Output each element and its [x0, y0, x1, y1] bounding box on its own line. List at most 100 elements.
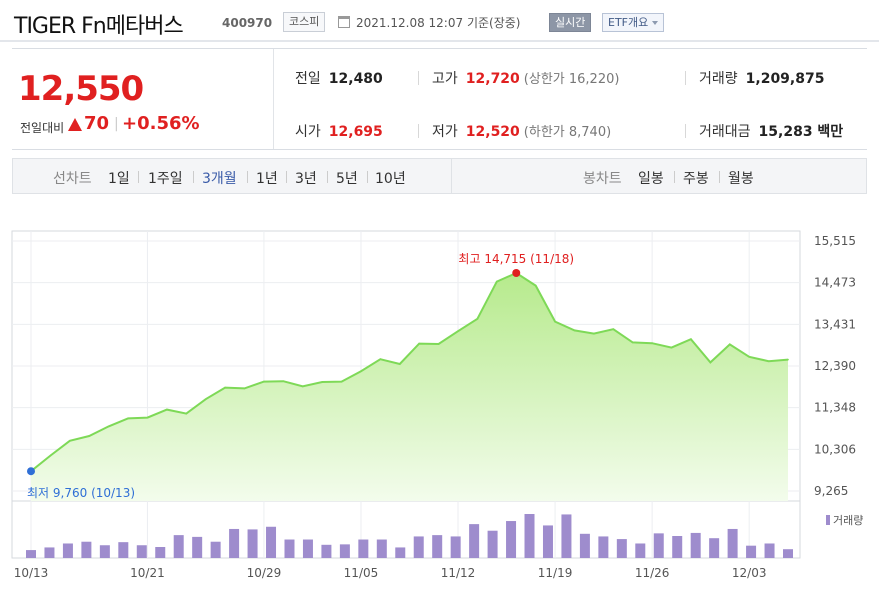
- divider: [418, 124, 419, 138]
- volume-bar: [321, 544, 332, 558]
- price-point: [728, 343, 731, 346]
- date-text: 2021.12.08 12:07: [356, 16, 464, 30]
- volume-bar: [173, 535, 184, 558]
- candle-daily[interactable]: 일봉: [638, 171, 664, 187]
- quote-datetime: 2021.12.08 12:07 기준(장중): [356, 14, 520, 31]
- prev-close-label: 전일: [295, 71, 321, 87]
- price-point: [651, 342, 653, 344]
- volume-bar: [616, 539, 627, 558]
- volume-bar: [210, 541, 221, 558]
- volume-bar: [339, 544, 350, 558]
- etf-overview-label: ETF개요: [608, 16, 649, 29]
- volume-bar: [395, 547, 406, 558]
- divider: [674, 171, 675, 183]
- volume-bar: [192, 536, 203, 558]
- y-tick-label: 9,265: [814, 484, 848, 498]
- price-point: [787, 358, 789, 361]
- volume-bar: [136, 545, 147, 558]
- period-1y[interactable]: 1년: [256, 171, 278, 187]
- price-point: [593, 332, 595, 335]
- open-value: 12,695: [328, 124, 383, 140]
- volume-bar: [81, 541, 92, 558]
- price-point: [457, 330, 459, 332]
- divider: [685, 71, 686, 85]
- price-point: [263, 380, 265, 383]
- volume-bar: [247, 529, 258, 558]
- candle-monthly[interactable]: 월봉: [728, 171, 754, 187]
- volume-bar: [99, 545, 110, 558]
- volume-bar: [358, 539, 369, 558]
- price-point: [612, 328, 615, 330]
- volume-bar: [44, 547, 55, 558]
- price-chart: 15,515 14,473 13,431 12,390 11,348 10,306 9,26…: [11, 230, 863, 580]
- divider: |: [114, 116, 119, 132]
- low-value: 12,520: [465, 124, 520, 140]
- x-tick-label: 11/12: [441, 566, 476, 580]
- x-tick-label: 12/03: [732, 566, 767, 580]
- period-10y[interactable]: 10년: [375, 171, 406, 187]
- change-percent: +0.56%: [122, 113, 200, 134]
- min-annotation: 최저 9,760 (10/13): [27, 486, 135, 500]
- calendar-icon: [338, 16, 350, 28]
- volume-label: 거래량: [699, 71, 738, 87]
- price-point: [340, 380, 343, 383]
- market-badge: 코스피: [283, 12, 326, 32]
- open-label: 시가: [295, 124, 321, 140]
- realtime-button[interactable]: 실시간: [549, 13, 592, 32]
- low-stat: 저가 12,520 (하한가 8,740): [432, 121, 611, 141]
- y-tick-label: 12,390: [814, 359, 856, 373]
- price-point: [709, 361, 712, 364]
- volume-bar: [376, 539, 387, 558]
- candle-weekly[interactable]: 주봉: [683, 171, 709, 187]
- basis-text: 기준(장중): [466, 16, 521, 30]
- price-point: [398, 363, 401, 365]
- volume-bar: [690, 532, 701, 558]
- lower-limit: (하한가 8,740): [523, 125, 612, 140]
- etf-overview-dropdown[interactable]: ETF개요: [602, 13, 665, 32]
- price-point: [166, 408, 168, 411]
- divider: [138, 171, 139, 183]
- volume-bar: [432, 535, 443, 558]
- y-tick-label: 11,348: [814, 401, 856, 415]
- price-point: [360, 370, 362, 372]
- period-3m[interactable]: 3개월: [202, 171, 237, 187]
- y-tick-label: 15,515: [814, 234, 856, 248]
- price-point: [573, 329, 576, 332]
- price-point: [670, 346, 673, 349]
- x-tick-label: 11/05: [344, 566, 379, 580]
- price-point: [224, 386, 226, 389]
- price-point: [418, 342, 421, 345]
- price-line: [30, 271, 789, 472]
- price-point: [185, 412, 188, 415]
- period-1w[interactable]: 1주일: [148, 171, 183, 187]
- volume-bar: [229, 528, 240, 558]
- etf-title: TIGER Fn메타버스: [14, 14, 184, 39]
- price-point: [204, 398, 207, 400]
- header: TIGER Fn메타버스 400970 코스피 2021.12.08 12:07…: [0, 0, 879, 42]
- low-label: 저가: [432, 124, 458, 140]
- price-point: [534, 284, 537, 287]
- period-3y[interactable]: 3년: [295, 171, 317, 187]
- volume-bar: [506, 521, 517, 558]
- volume-value: 1,209,875: [745, 71, 825, 87]
- volume-bar: [469, 524, 480, 558]
- price-point: [282, 380, 285, 382]
- volume-bar: [450, 536, 461, 558]
- price-point: [321, 381, 323, 383]
- high-value: 12,720: [465, 71, 520, 87]
- divider: [247, 171, 248, 183]
- volume-bar: [302, 539, 313, 558]
- period-1d[interactable]: 1일: [108, 171, 130, 187]
- volume-bar: [524, 514, 535, 558]
- x-tick-label: 10/13: [14, 566, 49, 580]
- price-box: 12,550 전일대비 70 | +0.56%: [12, 49, 274, 149]
- volume-bar: [579, 533, 590, 558]
- open-stat: 시가 12,695: [295, 121, 383, 141]
- change-label: 전일대비: [20, 121, 65, 135]
- price-point: [127, 417, 129, 420]
- volume-bar: [487, 530, 498, 558]
- period-5y[interactable]: 5년: [336, 171, 358, 187]
- volume-bar: [155, 547, 166, 558]
- high-stat: 고가 12,720 (상한가 16,220): [432, 68, 619, 88]
- price-point: [496, 280, 498, 283]
